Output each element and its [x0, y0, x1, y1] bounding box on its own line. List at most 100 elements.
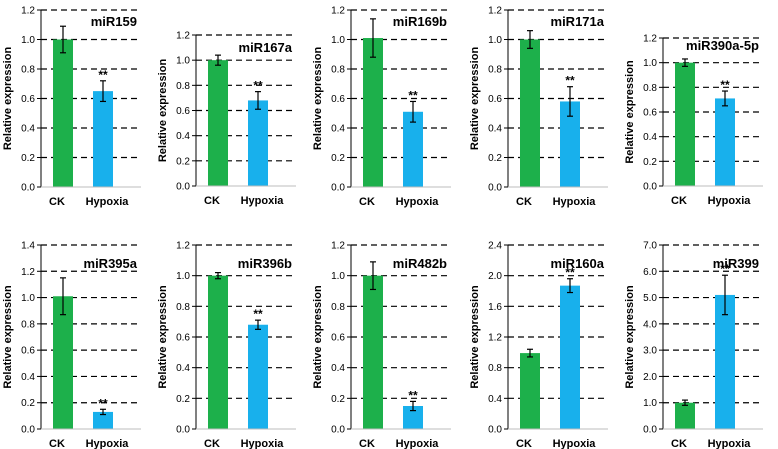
x-tick-label: Hypoxia — [708, 438, 752, 449]
chart-panel-3: 0.0 0.2 0.4 0.6 0.8 1.0 1.2 CK ** Hypoxia miR169b R… — [312, 6, 451, 208]
x-tick-label: CK — [516, 438, 532, 449]
y-tick-label: 0.8 — [176, 81, 190, 92]
significance-label: ** — [720, 78, 730, 92]
x-tick-label: CK — [671, 195, 687, 207]
y-tick-label: 0.0 — [488, 425, 502, 436]
bar-ck — [208, 60, 228, 186]
bar-ck — [675, 62, 695, 186]
bar-hypoxia — [403, 111, 423, 187]
x-tick-label: CK — [359, 438, 375, 449]
y-tick-label: 1.0 — [331, 271, 345, 282]
y-tick-label: 1.2 — [331, 241, 345, 252]
y-tick-label: 0.6 — [176, 333, 190, 344]
chart-title: miR160a — [551, 256, 605, 271]
chart-title: miR171a — [551, 14, 605, 29]
y-tick-label: 0.0 — [488, 183, 502, 194]
y-tick-label: 0.8 — [643, 83, 657, 94]
chart-panel-10: 0.0 1.0 2.0 3.0 4.0 5.0 6.0 7.0 CK ** Hypoxia miR39… — [624, 241, 763, 449]
y-tick-label: 2.0 — [488, 271, 502, 282]
significance-label: ** — [98, 396, 108, 410]
chart-title: miR399 — [713, 256, 759, 271]
bar-hypoxia — [715, 98, 735, 186]
bar-hypoxia — [715, 294, 735, 429]
y-tick-label: 1.0 — [176, 271, 190, 282]
y-tick-label: 0.0 — [643, 182, 657, 193]
chart-panel-5: 0.0 0.2 0.4 0.6 0.8 1.0 1.2 CK ** Hypoxia miR390a-… — [624, 34, 763, 207]
y-tick-label: 0.2 — [21, 153, 35, 164]
bar-ck — [520, 39, 540, 187]
x-tick-label: CK — [49, 438, 65, 449]
y-tick-label: 0.0 — [176, 182, 190, 193]
chart-title: miR159 — [91, 14, 137, 29]
y-tick-label: 0.6 — [331, 333, 345, 344]
chart-panel-4: 0.0 0.2 0.4 0.6 0.8 1.0 1.2 CK ** Hypoxia miR171a R… — [469, 6, 608, 208]
y-tick-label: 1.2 — [21, 6, 35, 17]
x-tick-label: CK — [204, 195, 220, 207]
y-tick-label: 3.0 — [643, 346, 657, 357]
y-tick-label: 0.2 — [331, 153, 345, 164]
chart-panel-6: 0.0 0.2 0.4 0.6 0.8 1.0 1.2 1.4 CK ** Hypoxia miR39… — [2, 241, 141, 449]
y-tick-label: 0.2 — [488, 153, 502, 164]
x-tick-label: CK — [204, 438, 220, 449]
y-tick-label: 7.0 — [643, 241, 657, 252]
bar-ck — [53, 296, 73, 429]
bar-hypoxia — [93, 411, 113, 429]
y-axis-label: Relative expression — [312, 47, 324, 151]
chart-panel-7: 0.0 0.2 0.4 0.6 0.8 1.0 1.2 CK ** Hypoxia miR396b R… — [157, 241, 296, 449]
significance-label: ** — [408, 388, 418, 402]
y-tick-label: 0.2 — [643, 157, 657, 168]
y-tick-label: 0.8 — [488, 65, 502, 76]
y-tick-label: 0.8 — [176, 302, 190, 313]
y-tick-label: 0.0 — [176, 425, 190, 436]
y-tick-label: 0.2 — [176, 394, 190, 405]
y-tick-label: 1.2 — [488, 6, 502, 17]
x-tick-label: CK — [671, 438, 687, 449]
y-tick-label: 0.4 — [176, 363, 190, 374]
x-tick-label: Hypoxia — [86, 196, 130, 208]
y-tick-label: 0.0 — [331, 425, 345, 436]
x-tick-label: CK — [516, 196, 532, 208]
y-tick-label: 1.0 — [488, 35, 502, 46]
y-tick-label: 0.4 — [331, 363, 345, 374]
y-tick-label: 0.8 — [488, 363, 502, 374]
chart-panel-9: 0.0 0.4 0.8 1.2 1.6 2.0 2.4 CK ** Hypoxia miR160a R… — [469, 241, 608, 449]
y-axis-label: Relative expression — [624, 60, 636, 164]
significance-label: ** — [253, 307, 263, 321]
y-tick-label: 0.4 — [488, 394, 502, 405]
y-tick-label: 0.2 — [331, 394, 345, 405]
y-axis-label: Relative expression — [312, 285, 324, 389]
y-tick-label: 1.2 — [488, 333, 502, 344]
y-tick-label: 0.6 — [488, 94, 502, 105]
y-tick-label: 0.8 — [331, 65, 345, 76]
y-tick-label: 0.4 — [176, 131, 190, 142]
bar-ck — [363, 38, 383, 188]
significance-label: ** — [253, 79, 263, 93]
chart-title: miR167a — [239, 40, 293, 55]
y-tick-label: 0.6 — [643, 108, 657, 119]
y-axis-label: Relative expression — [157, 59, 169, 163]
y-tick-label: 1.0 — [21, 35, 35, 46]
y-axis-label: Relative expression — [469, 285, 481, 389]
bar-hypoxia — [560, 285, 580, 429]
x-tick-label: Hypoxia — [86, 438, 130, 449]
y-tick-label: 0.6 — [176, 106, 190, 117]
y-tick-label: 0.4 — [643, 132, 657, 143]
y-tick-label: 0.8 — [331, 302, 345, 313]
x-tick-label: CK — [359, 196, 375, 208]
bar-ck — [53, 39, 73, 187]
y-tick-label: 0.4 — [331, 124, 345, 135]
chart-panel-8: 0.0 0.2 0.4 0.6 0.8 1.0 1.2 CK ** Hypoxia miR482b R… — [312, 241, 451, 449]
y-tick-label: 0.0 — [21, 183, 35, 194]
x-tick-label: Hypoxia — [708, 195, 752, 207]
y-tick-label: 0.8 — [21, 65, 35, 76]
y-tick-label: 0.6 — [21, 94, 35, 105]
y-tick-label: 0.4 — [21, 372, 35, 383]
y-tick-label: 1.2 — [176, 241, 190, 252]
y-tick-label: 1.0 — [331, 35, 345, 46]
y-tick-label: 1.2 — [21, 267, 35, 278]
bar-hypoxia — [403, 406, 423, 429]
y-tick-label: 1.0 — [643, 398, 657, 409]
y-tick-label: 0.0 — [643, 425, 657, 436]
y-tick-label: 0.2 — [21, 398, 35, 409]
